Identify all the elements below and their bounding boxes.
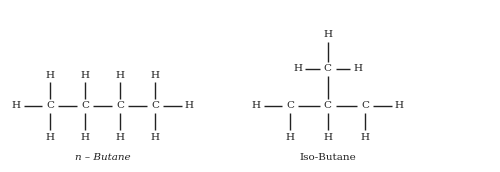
Text: H: H [394,101,404,110]
Text: H: H [323,132,332,142]
Text: C: C [116,101,124,110]
Text: H: H [184,101,194,110]
Text: H: H [116,132,124,142]
Text: n – Butane: n – Butane [74,153,130,162]
Text: C: C [361,101,369,110]
Text: C: C [324,101,332,110]
Text: Iso-Butane: Iso-Butane [299,153,356,162]
Text: C: C [151,101,159,110]
Text: H: H [46,71,54,79]
Text: H: H [323,30,332,39]
Text: H: H [12,101,20,110]
Text: H: H [353,64,362,73]
Text: C: C [286,101,294,110]
Text: H: H [150,71,160,79]
Text: H: H [150,132,160,142]
Text: H: H [252,101,260,110]
Text: H: H [80,132,90,142]
Text: H: H [293,64,302,73]
Text: H: H [360,132,370,142]
Text: C: C [46,101,54,110]
Text: H: H [80,71,90,79]
Text: C: C [324,64,332,73]
Text: H: H [116,71,124,79]
Text: H: H [46,132,54,142]
Text: C: C [81,101,89,110]
Text: H: H [286,132,294,142]
